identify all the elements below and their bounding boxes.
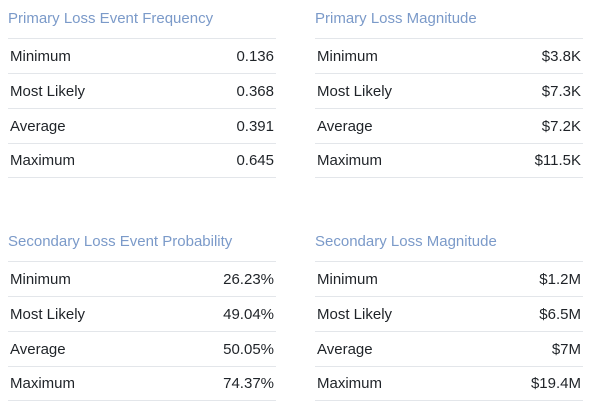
panel-title: Secondary Loss Event Probability [8,233,233,250]
table-row-minimum: Minimum 0.136 [8,38,276,73]
row-label: Most Likely [317,82,393,100]
table-row-minimum: Minimum $3.8K [315,38,583,73]
row-value: 74.37% [223,375,274,392]
panel-primary-loss-event-frequency: Primary Loss Event Frequency Minimum 0.1… [8,0,276,178]
row-label: Minimum [10,47,71,65]
row-label: Minimum [317,47,378,65]
row-label: Maximum [317,152,383,169]
panel-title: Primary Loss Magnitude [315,10,477,27]
row-label: Most Likely [317,305,393,323]
row-value: 0.136 [236,47,274,65]
row-label: Average [10,340,66,358]
table-row-most-likely: Most Likely 0.368 [8,73,276,108]
row-label: Maximum [10,152,76,169]
row-value: $6.5M [539,305,581,323]
row-value: $3.8K [541,47,581,65]
table-row-average: Average 0.391 [8,108,276,143]
row-value: $7.3K [541,82,581,100]
row-value: $1.2M [539,270,581,288]
panel-title: Secondary Loss Magnitude [315,233,497,250]
row-value: 49.04% [223,305,274,323]
row-label: Average [317,117,373,135]
table-row-most-likely: Most Likely $6.5M [315,296,583,331]
table-row-minimum: Minimum 26.23% [8,261,276,296]
row-value: 0.368 [236,82,274,100]
row-value: 50.05% [223,340,274,358]
row-value: 0.391 [236,117,274,135]
table-row-maximum: Maximum 74.37% [8,366,276,401]
panel-title: Primary Loss Event Frequency [8,10,214,27]
table-row-average: Average $7M [315,331,583,366]
table-row-minimum: Minimum $1.2M [315,261,583,296]
row-label: Most Likely [10,305,86,323]
table-row-most-likely: Most Likely $7.3K [315,73,583,108]
table-row-average: Average $7.2K [315,108,583,143]
row-value: 26.23% [223,270,274,288]
row-value: $7.2K [541,117,581,135]
row-label: Maximum [10,375,76,392]
panel-secondary-loss-event-probability: Secondary Loss Event Probability Minimum… [8,223,276,401]
table-row-average: Average 50.05% [8,331,276,366]
table-row-maximum: Maximum $11.5K [315,143,583,178]
row-value: 0.645 [236,152,274,169]
row-label: Average [10,117,66,135]
table-row-most-likely: Most Likely 49.04% [8,296,276,331]
row-label: Minimum [10,270,71,288]
row-value: $11.5K [534,152,581,169]
panel-primary-loss-magnitude: Primary Loss Magnitude Minimum $3.8K Mos… [315,0,583,178]
row-value: $7M [551,340,581,358]
table-row-maximum: Maximum 0.645 [8,143,276,178]
row-label: Maximum [317,375,383,392]
row-label: Most Likely [10,82,86,100]
table-row-maximum: Maximum $19.4M [315,366,583,401]
row-label: Minimum [317,270,378,288]
panel-secondary-loss-magnitude: Secondary Loss Magnitude Minimum $1.2M M… [315,223,583,401]
row-label: Average [317,340,373,358]
row-value: $19.4M [530,375,581,392]
